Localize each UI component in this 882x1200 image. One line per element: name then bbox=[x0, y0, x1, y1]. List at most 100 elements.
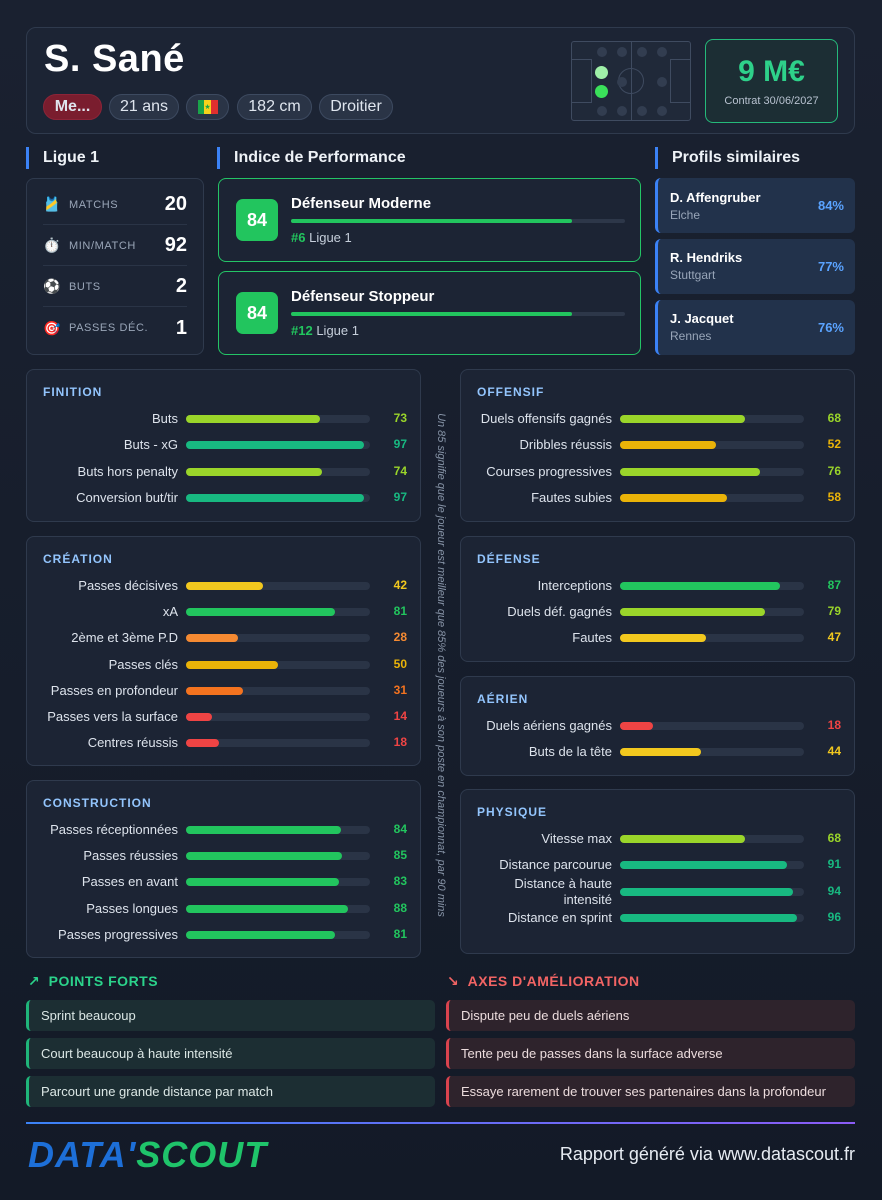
performance-card: 84 Défenseur Moderne #6 Ligue 1 bbox=[218, 178, 641, 262]
metric-label: Passes en avant bbox=[81, 874, 178, 890]
metric-value: 79 bbox=[827, 604, 841, 618]
metric-label: Conversion but/tir bbox=[76, 489, 178, 505]
metric-bar bbox=[620, 748, 804, 756]
metric-bar bbox=[186, 634, 370, 643]
similar-player-club: Stuttgart bbox=[670, 268, 716, 282]
performance-rank: #6 Ligue 1 bbox=[291, 230, 352, 245]
performance-bar bbox=[291, 312, 625, 316]
similar-profile-card[interactable]: R. Hendriks Stuttgart 77% bbox=[655, 239, 855, 294]
category-title: PHYSIQUE bbox=[477, 805, 548, 819]
metric-label: Buts bbox=[151, 411, 178, 426]
strength-item: Parcourt une grande distance par match bbox=[26, 1076, 435, 1107]
performance-bar bbox=[291, 219, 625, 223]
stat-row-min-match: ⏱️ MIN/MATCH 92 bbox=[43, 226, 187, 266]
footer-divider bbox=[26, 1122, 855, 1124]
similar-profile-card[interactable]: D. Affengruber Elche 84% bbox=[655, 178, 855, 233]
metric-bar-fill bbox=[620, 582, 781, 590]
position-pitch-map bbox=[571, 41, 691, 121]
metric-bar-fill bbox=[620, 467, 760, 476]
metric-value: 88 bbox=[393, 900, 407, 915]
category-title: FINITION bbox=[43, 385, 103, 399]
performance-score: 84 bbox=[236, 199, 278, 241]
metric-bar bbox=[620, 441, 804, 450]
category-card-defense: DÉFENSE Interceptions 87 Duels déf. gagnés… bbox=[460, 536, 855, 662]
similar-player-name: R. Hendriks bbox=[670, 250, 743, 265]
league-title: Ligue 1 bbox=[26, 147, 99, 169]
improvement-item: Essaye rarement de trouver ses partenair… bbox=[446, 1076, 855, 1107]
rank-league: Ligue 1 bbox=[316, 323, 359, 338]
metric-label: Buts de la tête bbox=[528, 744, 612, 759]
age-badge: 21 ans bbox=[109, 94, 179, 120]
metric-value: 87 bbox=[827, 578, 841, 592]
metric-bar-fill bbox=[186, 467, 323, 476]
metric-label: Courses progressives bbox=[486, 463, 612, 479]
metric-bar-fill bbox=[620, 835, 746, 843]
stat-value: 20 bbox=[164, 193, 187, 215]
metric-bar-fill bbox=[186, 686, 244, 695]
strength-item: Sprint beaucoup bbox=[26, 1000, 435, 1031]
similarity-percent: 76% bbox=[817, 320, 844, 335]
metric-bar-fill bbox=[186, 493, 365, 502]
metric-value: 28 bbox=[393, 630, 407, 645]
metric-bar-fill bbox=[620, 493, 727, 502]
category-title: CONSTRUCTION bbox=[43, 796, 152, 810]
metric-bar-fill bbox=[620, 441, 716, 450]
metric-value: 73 bbox=[393, 411, 407, 425]
improvements-title-text: AXES D'AMÉLIORATION bbox=[467, 973, 640, 989]
metric-value: 31 bbox=[393, 682, 407, 697]
metric-value: 18 bbox=[393, 735, 407, 750]
similar-player-club: Rennes bbox=[670, 329, 712, 343]
metric-label: Fautes subies bbox=[531, 489, 612, 505]
improvements-title: ↘ AXES D'AMÉLIORATION bbox=[447, 973, 640, 990]
stat-row-buts: ⚽ BUTS 2 bbox=[43, 267, 187, 307]
similarity-percent: 84% bbox=[817, 198, 844, 213]
stopwatch-icon: ⏱️ bbox=[43, 237, 61, 253]
metric-bar bbox=[186, 582, 370, 590]
metric-value: 96 bbox=[827, 909, 841, 924]
metric-label: Dribbles réussis bbox=[519, 437, 612, 453]
market-value: 9 M€ bbox=[738, 55, 805, 88]
similar-profile-card[interactable]: J. Jacquet Rennes 76% bbox=[655, 300, 855, 355]
metric-bar-fill bbox=[186, 713, 212, 721]
metric-bar-fill bbox=[186, 852, 343, 861]
metric-bar-fill bbox=[186, 415, 321, 423]
senegal-flag-icon: ★ bbox=[197, 100, 218, 114]
height-badge: 182 cm bbox=[237, 94, 312, 120]
metric-value: 74 bbox=[393, 463, 407, 478]
performance-bar-fill bbox=[291, 312, 572, 316]
metric-value: 58 bbox=[827, 489, 841, 504]
metric-value: 83 bbox=[393, 874, 407, 889]
performance-profile-name: Défenseur Stoppeur bbox=[291, 288, 435, 305]
stat-value: 2 bbox=[175, 275, 187, 297]
metric-bar bbox=[620, 634, 804, 642]
category-card-construction: CONSTRUCTION Passes réceptionnées 84 Passe… bbox=[26, 780, 421, 958]
metric-bar-fill bbox=[620, 748, 701, 756]
metric-bar-fill bbox=[186, 660, 278, 669]
position-badge: Me... bbox=[43, 94, 102, 120]
metric-value: 97 bbox=[393, 437, 407, 452]
percentile-note: Un 85 signifie que le joueur est meilleu… bbox=[427, 413, 455, 917]
metric-bar-fill bbox=[620, 608, 766, 616]
metric-bar bbox=[186, 713, 370, 721]
rank-number: #12 bbox=[291, 323, 313, 338]
metric-bar-fill bbox=[620, 415, 746, 423]
metric-bar bbox=[186, 852, 370, 861]
ball-icon: ⚽ bbox=[43, 278, 61, 294]
metric-label: Buts hors penalty bbox=[77, 463, 178, 479]
performance-score: 84 bbox=[236, 292, 278, 334]
metric-value: 84 bbox=[393, 822, 407, 836]
metric-bar-fill bbox=[620, 722, 654, 730]
footer-credit: Rapport généré via www.datascout.fr bbox=[559, 1144, 855, 1164]
stat-label: MATCHS bbox=[69, 198, 119, 211]
metric-bar bbox=[186, 608, 370, 617]
similar-player-name: D. Affengruber bbox=[670, 190, 761, 205]
metric-bar bbox=[620, 608, 804, 616]
stat-row-passes-dec: 🎯 PASSES DÉC. 1 bbox=[43, 308, 187, 348]
category-title: DÉFENSE bbox=[477, 552, 541, 566]
performance-title: Indice de Performance bbox=[217, 147, 406, 169]
datascout-logo: DATA'SCOUT bbox=[28, 1134, 267, 1176]
metric-bar-fill bbox=[186, 739, 220, 748]
metric-bar-fill bbox=[186, 826, 341, 834]
metric-bar bbox=[186, 441, 370, 450]
stat-label: PASSES DÉC. bbox=[69, 322, 149, 334]
